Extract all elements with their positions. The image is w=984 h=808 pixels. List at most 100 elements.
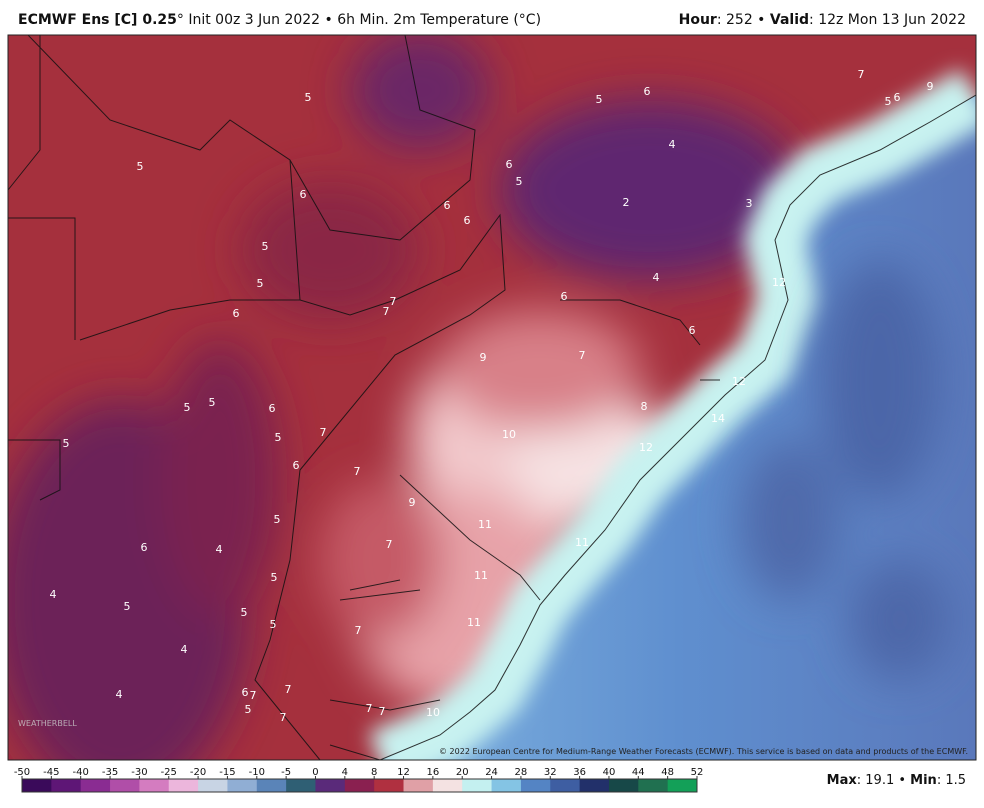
map-value-label: 11 [575, 536, 589, 549]
map-value-label: 5 [184, 401, 191, 414]
map-value-label: 5 [274, 513, 281, 526]
map-value-label: 5 [137, 160, 144, 173]
colorbar-frame [21, 778, 698, 793]
map-value-label: 5 [596, 93, 603, 106]
colorbar-segment [344, 779, 375, 792]
map-value-label: 4 [653, 271, 660, 284]
colorbar-tick-label: 16 [427, 767, 440, 778]
colorbar-segment [51, 779, 82, 792]
colorbar-tick-label: -10 [249, 767, 265, 778]
colorbar-tick-label: 40 [603, 767, 616, 778]
map-value-label: 7 [354, 465, 361, 478]
colorbar-segment [491, 779, 522, 792]
map-value-label: 6 [300, 188, 307, 201]
map-value-label: 6 [644, 85, 651, 98]
colorbar-segment [550, 779, 581, 792]
map-value-label: 6 [242, 686, 249, 699]
colorbar-segment [579, 779, 610, 792]
colorbar-tick-label: 0 [312, 767, 318, 778]
map-value-label: 6 [141, 541, 148, 554]
colorbar-segment [198, 779, 228, 792]
map-value-label: 6 [293, 459, 300, 472]
colorbar-tick-label: 48 [661, 767, 674, 778]
map-value-label: 8 [641, 400, 648, 413]
map-value-label: 5 [271, 571, 278, 584]
copyright: © 2022 European Centre for Medium-Range … [439, 747, 968, 756]
colorbar-tick-label: 12 [397, 767, 410, 778]
map-value-label: 7 [858, 68, 865, 81]
colorbar-segment [256, 779, 287, 792]
colorbar-segment [374, 779, 405, 792]
colorbar-tick-label: 44 [632, 767, 645, 778]
colorbar-tick-label: -35 [102, 767, 118, 778]
map-value-label: 6 [233, 307, 240, 320]
colorbar-segment [80, 779, 111, 792]
map-value-label: 9 [480, 351, 487, 364]
min-text: : 1.5 [937, 773, 966, 788]
map-value-label: 5 [516, 175, 523, 188]
stats: Max: 19.1 • Min: 1.5 [827, 773, 966, 788]
map-value-label: 7 [386, 538, 393, 551]
map-value-label: 4 [50, 588, 57, 601]
colorbar-tick-label: 28 [515, 767, 528, 778]
colorbar-segment [139, 779, 170, 792]
map-value-label: 2 [623, 196, 630, 209]
map-value-label: 4 [669, 138, 676, 151]
map-value-label: 9 [927, 80, 934, 93]
map-value-label: 5 [257, 277, 264, 290]
map-value-label: 5 [262, 240, 269, 253]
colorbar-tick-label: 52 [691, 767, 704, 778]
colorbar-segment [110, 779, 140, 792]
map-value-label: 6 [561, 290, 568, 303]
colorbar-segment [520, 779, 551, 792]
colorbar-segment [403, 779, 434, 792]
map-value-label: 6 [269, 402, 276, 415]
max-text: : 19.1 • [857, 773, 910, 788]
colorbar-tick-label: 8 [371, 767, 377, 778]
colorbar-tick-label: -25 [161, 767, 177, 778]
colorbar-segment [315, 779, 346, 792]
colorbar-tick-label: 36 [573, 767, 586, 778]
description: ° Init 00z 3 Jun 2022 • 6h Min. 2m Tempe… [176, 12, 542, 28]
valid-info: Hour: 252 • Valid: 12z Mon 13 Jun 2022 [679, 12, 966, 28]
map-value-label: 5 [275, 431, 282, 444]
map-value-label: 7 [379, 705, 386, 718]
colorbar-tick-label: -45 [43, 767, 59, 778]
map-value-label: 14 [711, 412, 725, 425]
colorbar-segment [462, 779, 493, 792]
map-value-label: 5 [305, 91, 312, 104]
colorbar-segment [227, 779, 258, 792]
colorbar-segment [638, 779, 669, 792]
colorbar-tick-label: -50 [14, 767, 30, 778]
map-value-label: 4 [116, 688, 123, 701]
colorbar-segment [608, 779, 639, 792]
map-value-label: 6 [689, 324, 696, 337]
map-value-label: 5 [124, 600, 131, 613]
map-value-label: 7 [355, 624, 362, 637]
map-value-label: 7 [579, 349, 586, 362]
map-value-label: 6 [506, 158, 513, 171]
map-value-label: 7 [320, 426, 327, 439]
map-value-label: 7 [285, 683, 292, 696]
map-value-label: 12 [732, 375, 746, 388]
colorbar-tick-label: -40 [73, 767, 89, 778]
colorbar-segment [286, 779, 316, 792]
hour-label: Hour [678, 12, 717, 28]
field [8, 35, 976, 760]
map-value-label: 6 [894, 91, 901, 104]
valid-text: : 12z Mon 13 Jun 2022 [809, 12, 966, 28]
map-value-label: 11 [474, 569, 488, 582]
model: ECMWF Ens [C] 0.25 [18, 12, 177, 28]
map-value-label: 11 [478, 518, 492, 531]
colorbar-tick-label: 20 [456, 767, 469, 778]
map-value-label: 3 [746, 197, 753, 210]
map-value-label: 4 [181, 643, 188, 656]
min-label: Min [910, 773, 937, 788]
colorbar-tick-label: -15 [219, 767, 235, 778]
map-value-label: 4 [216, 543, 223, 556]
map-value-label: 7 [280, 711, 287, 724]
colorbar-segment [667, 779, 698, 792]
colorbar-tick-label: 4 [342, 767, 348, 778]
